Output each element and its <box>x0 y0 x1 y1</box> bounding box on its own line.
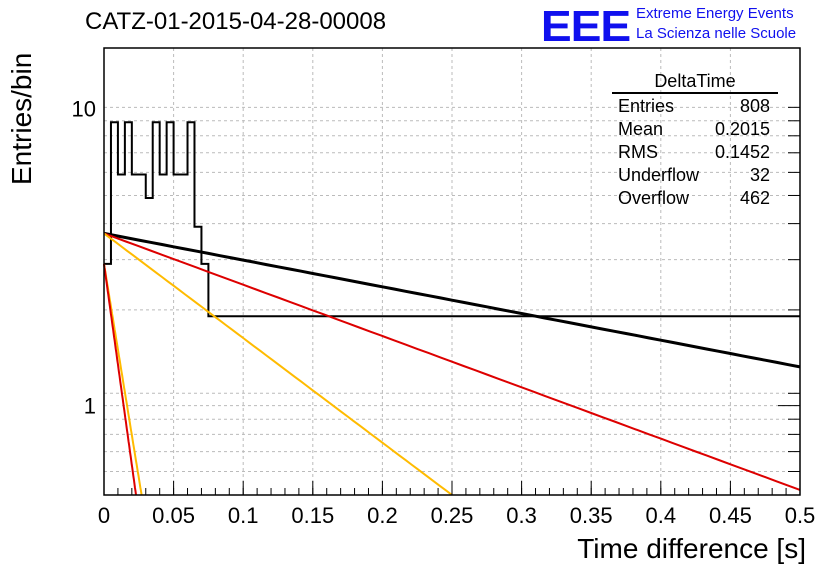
x-tick-label: 0.45 <box>709 503 752 528</box>
fit-curves <box>103 231 801 496</box>
logo-line-2: La Scienza nelle Scuole <box>636 25 797 42</box>
stats-value: 0.2015 <box>714 119 770 139</box>
x-tick-label: 0.25 <box>431 503 474 528</box>
y-axis-label-text: Entries/bin <box>6 52 37 185</box>
fit-curve <box>103 263 137 496</box>
y-tick-label: 10 <box>72 97 96 122</box>
stats-title: DeltaTime <box>612 70 778 94</box>
x-tick-label: 0.5 <box>785 503 816 528</box>
histogram-bars <box>104 121 800 318</box>
x-tick-label: 0.05 <box>152 503 195 528</box>
logo-caption: Extreme Energy Events La Scienza nelle S… <box>636 4 796 44</box>
stats-row: Overflow 462 <box>612 187 778 210</box>
x-tick-label: 0.35 <box>570 503 613 528</box>
x-tick-label: 0.1 <box>228 503 259 528</box>
stats-value: 808 <box>739 96 770 116</box>
y-axis-ticks: 1 10 <box>72 97 800 496</box>
fit-curve <box>103 232 453 496</box>
stats-value: 32 <box>749 165 770 185</box>
stats-box: DeltaTime Entries 808 Mean 0.2015 RMS 0.145… <box>612 70 778 210</box>
stats-label: Underflow <box>618 165 700 185</box>
grid <box>104 48 800 496</box>
stats-row: RMS 0.1452 <box>612 141 778 164</box>
fit-curve <box>103 232 801 491</box>
stats-value: 0.1452 <box>714 142 770 162</box>
y-tick-label: 1 <box>84 394 96 419</box>
x-axis-ticks: 0 0.05 0.1 0.15 0.2 0.25 0.3 0.35 0.4 0.45 0.5 <box>98 481 815 528</box>
stats-label: Overflow <box>618 188 690 208</box>
stats-label: RMS <box>618 142 658 162</box>
y-axis-label: Entries/bin <box>6 53 38 185</box>
logo-line-1: Extreme Energy Events <box>636 5 794 22</box>
x-tick-label: 0.2 <box>367 503 398 528</box>
x-tick-label: 0.3 <box>506 503 537 528</box>
x-axis-label: Time difference [s] <box>577 533 806 564</box>
fit-curve <box>103 231 801 369</box>
stats-row: Entries 808 <box>612 95 778 118</box>
stats-value: 462 <box>739 188 770 208</box>
histogram-line <box>104 121 800 318</box>
x-tick-label: 0.15 <box>291 503 334 528</box>
x-tick-label: 0.4 <box>646 503 677 528</box>
stats-label: Entries <box>618 96 675 116</box>
stats-row: Mean 0.2015 <box>612 118 778 141</box>
chart-title: CATZ-01-2015-04-28-00008 <box>85 8 387 35</box>
stats-row: Underflow 32 <box>612 164 778 187</box>
eee-logo-icon: EEE <box>540 2 631 51</box>
x-tick-label: 0 <box>98 503 110 528</box>
stats-label: Mean <box>618 119 664 139</box>
